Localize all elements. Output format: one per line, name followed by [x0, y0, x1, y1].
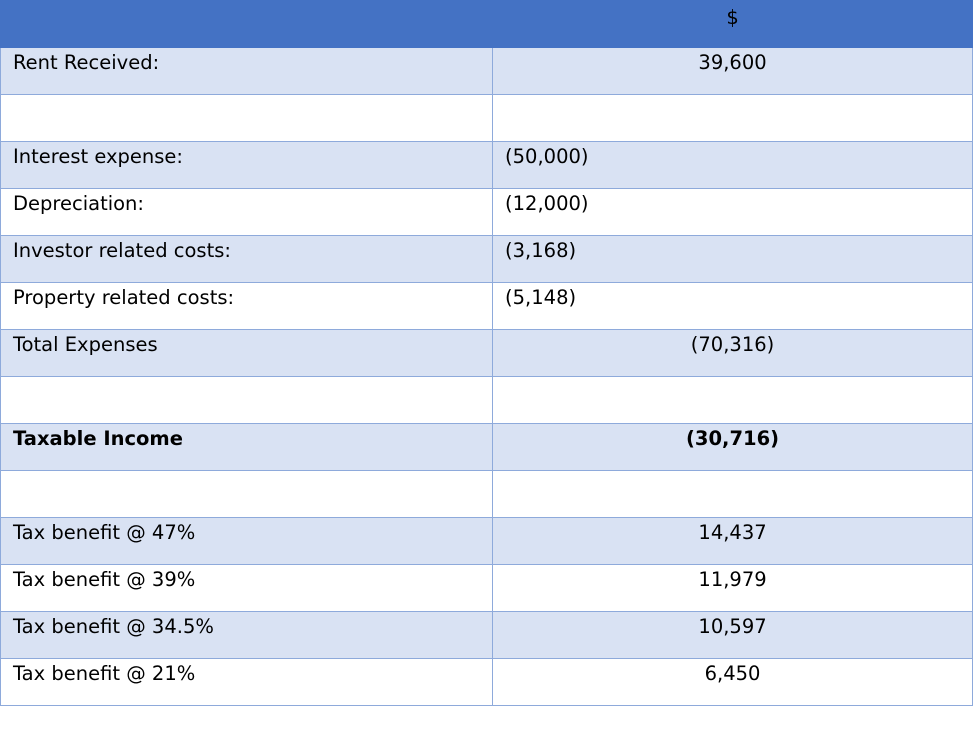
tax-calculation-table: $ Rent Received: 39,600 Interest expense…: [0, 0, 973, 706]
table-row-rent-received: Rent Received: 39,600: [0, 47, 973, 95]
row-label: [0, 94, 494, 142]
currency-header: $: [492, 0, 973, 48]
row-label: Total Expenses: [0, 329, 494, 377]
table-row-blank: [0, 470, 973, 518]
table-row-property-costs: Property related costs: (5,148): [0, 282, 973, 330]
row-subvalue: (50,000): [492, 141, 973, 189]
row-label: Depreciation:: [0, 188, 494, 236]
row-total: 39,600: [492, 47, 973, 95]
row-total: 14,437: [492, 517, 973, 565]
row-total: (70,316): [492, 329, 973, 377]
row-label: Rent Received:: [0, 47, 494, 95]
row-label: Tax benefit @ 47%: [0, 517, 494, 565]
row-subvalue: (3,168): [492, 235, 973, 283]
row-label: [0, 470, 494, 518]
row-total: (30,716): [492, 423, 973, 471]
table-row-blank: [0, 376, 973, 424]
table-row-tax-benefit-39: Tax benefit @ 39% 11,979: [0, 564, 973, 612]
row-total: 11,979: [492, 564, 973, 612]
row-value: [492, 376, 973, 424]
row-label: [0, 376, 494, 424]
table-row-tax-benefit-47: Tax benefit @ 47% 14,437: [0, 517, 973, 565]
row-label: Investor related costs:: [0, 235, 494, 283]
row-label: Property related costs:: [0, 282, 494, 330]
table-row-taxable-income: Taxable Income (30,716): [0, 423, 973, 471]
row-subvalue: (12,000): [492, 188, 973, 236]
table-row-interest-expense: Interest expense: (50,000): [0, 141, 973, 189]
table-row-tax-benefit-21: Tax benefit @ 21% 6,450: [0, 658, 973, 706]
row-total: 10,597: [492, 611, 973, 659]
table-header-row: $: [0, 0, 973, 48]
row-label: Tax benefit @ 34.5%: [0, 611, 494, 659]
row-label: Tax benefit @ 21%: [0, 658, 494, 706]
row-value: [492, 94, 973, 142]
row-label: Tax benefit @ 39%: [0, 564, 494, 612]
table-row-total-expenses: Total Expenses (70,316): [0, 329, 973, 377]
table-row-depreciation: Depreciation: (12,000): [0, 188, 973, 236]
row-value: [492, 470, 973, 518]
table-row-investor-costs: Investor related costs: (3,168): [0, 235, 973, 283]
row-total: 6,450: [492, 658, 973, 706]
table-row-blank: [0, 94, 973, 142]
row-label: Interest expense:: [0, 141, 494, 189]
row-label: Taxable Income: [0, 423, 494, 471]
row-subvalue: (5,148): [492, 282, 973, 330]
header-label-cell: [0, 0, 494, 48]
table-row-tax-benefit-34-5: Tax benefit @ 34.5% 10,597: [0, 611, 973, 659]
